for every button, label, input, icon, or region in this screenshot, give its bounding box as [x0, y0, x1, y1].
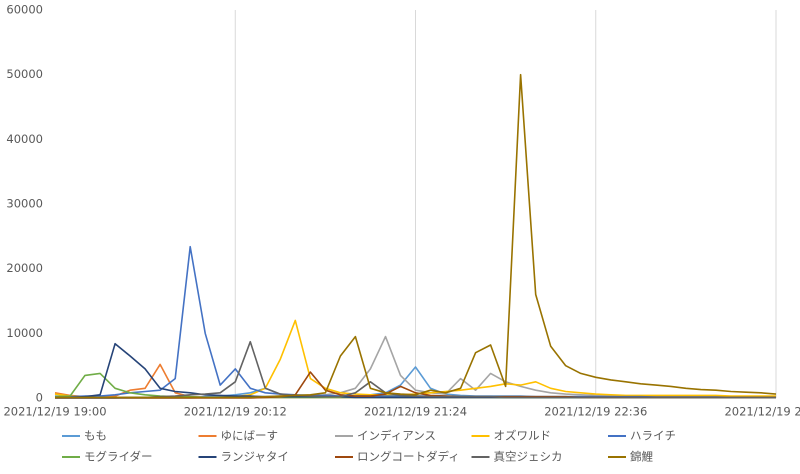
legend-label: ハライチ [630, 429, 676, 443]
legend-label: ロングコートダディ [357, 450, 460, 464]
x-tick-label: 2021/12/19 21:24 [364, 405, 467, 419]
legend-label: 真空ジェシカ [494, 450, 563, 464]
y-tick-label: 60000 [6, 3, 43, 17]
legend-label: ランジャタイ [221, 450, 289, 464]
y-tick-label: 10000 [6, 326, 43, 340]
x-tick-label: 2021/12/19 20:12 [184, 405, 287, 419]
legend-label: モグライダー [84, 450, 153, 464]
y-tick-label: 0 [36, 391, 43, 405]
x-tick-label: 2021/12/19 23:48 [724, 405, 800, 419]
y-tick-label: 40000 [6, 132, 43, 146]
legend-label: もも [84, 429, 107, 443]
x-tick-label: 2021/12/19 19:00 [3, 405, 106, 419]
series-line [55, 340, 776, 399]
series-line [55, 73, 777, 399]
legend-label: インディアンス [357, 429, 436, 443]
legend-label: ゆにばーす [221, 429, 279, 443]
legend-label: オズワルド [494, 429, 552, 443]
y-tick-label: 20000 [6, 261, 43, 275]
y-tick-label: 30000 [6, 197, 43, 211]
x-tick-label: 2021/12/19 22:36 [544, 405, 647, 419]
legend-label: 錦鯉 [630, 450, 653, 464]
y-tick-label: 50000 [6, 67, 43, 81]
